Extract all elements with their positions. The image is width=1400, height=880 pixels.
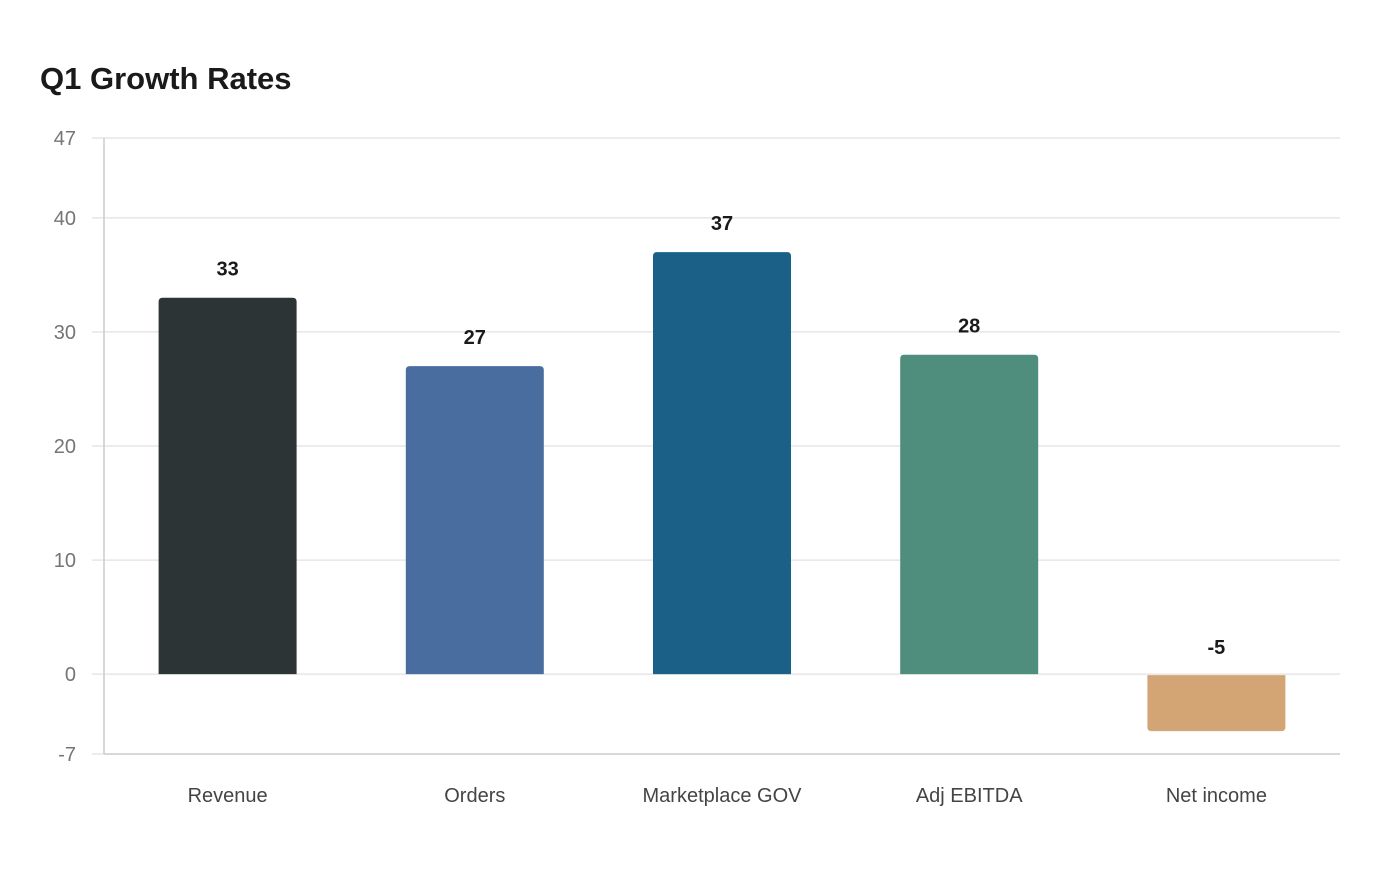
y-tick-label: 0: [65, 664, 76, 686]
data-label: 28: [958, 316, 980, 338]
x-tick-label: Orders: [444, 785, 505, 807]
axes: [92, 137, 1340, 755]
x-tick-label: Adj EBITDA: [916, 785, 1023, 807]
data-label: -5: [1208, 637, 1226, 659]
x-tick-label: Marketplace GOV: [643, 785, 803, 807]
bar-revenue: [158, 297, 297, 675]
bar-orders: [405, 366, 544, 675]
x-tick-label: Net income: [1166, 785, 1267, 807]
bar-marketplace-gov: [653, 252, 791, 675]
y-tick-label: 40: [54, 208, 76, 230]
y-tick-label: 10: [54, 550, 76, 572]
x-tick-label: Revenue: [188, 785, 268, 807]
y-tick-label: 20: [54, 436, 76, 458]
bars: [158, 252, 1286, 732]
y-tick-label: 30: [54, 322, 76, 344]
data-label: 33: [216, 259, 238, 281]
chart-title: Q1 Growth Rates: [40, 61, 292, 96]
data-label: 27: [464, 327, 486, 349]
data-label: 37: [711, 213, 733, 235]
labels: -7 0 10 20 30 40 47 33 Revenue 27 Orders 37 Marketpl…: [54, 128, 1267, 807]
bar-adj-ebitda: [900, 354, 1039, 675]
y-tick-label: 47: [54, 128, 76, 150]
y-tick-label: -7: [58, 744, 76, 766]
bar-net-income: [1147, 675, 1286, 732]
